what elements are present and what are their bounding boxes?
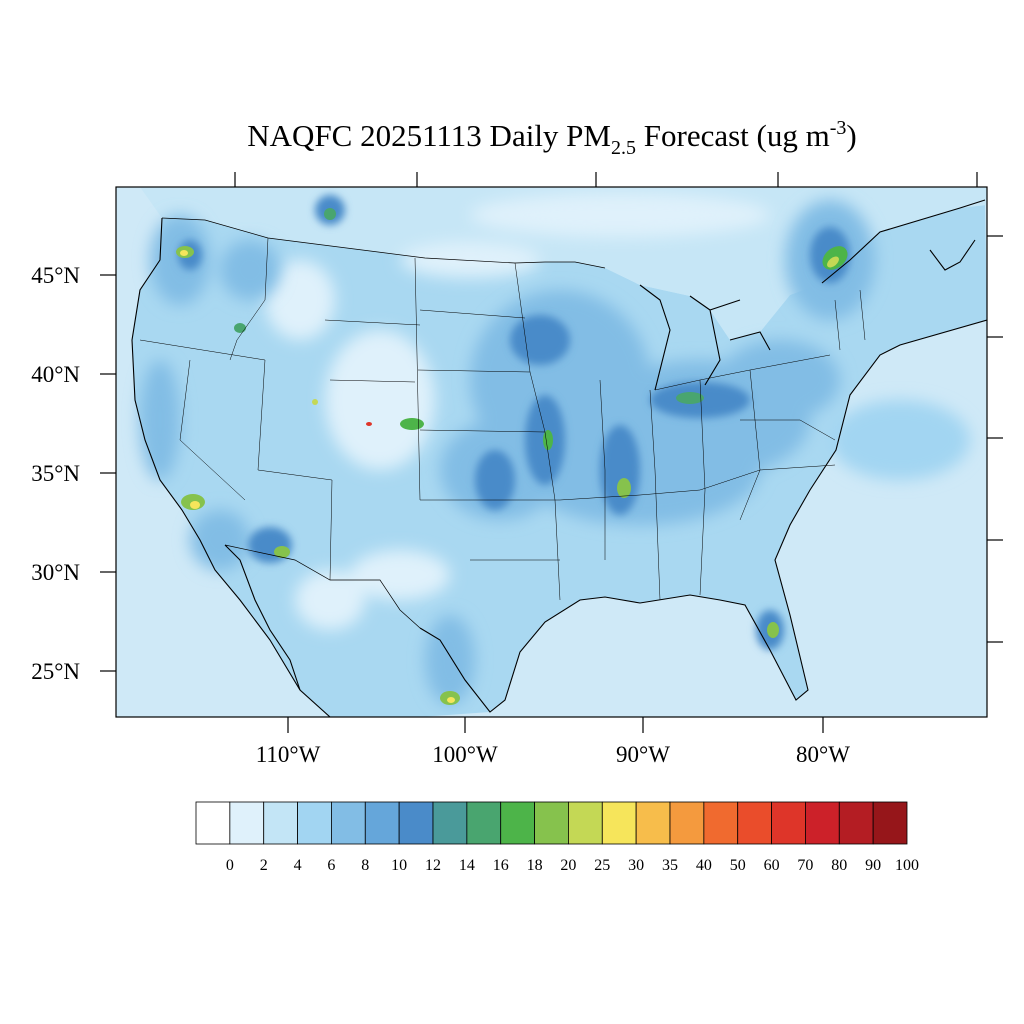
colorbar: 0 2 4 6 8 10 12 14 16 18 20 25 30 35 40 50 60 70 80 90 100 [195, 801, 919, 874]
colorbar-label: 10 [391, 857, 407, 874]
colorbar-swatch [195, 801, 231, 845]
lon-label: 80°W [796, 742, 850, 767]
colorbar-label: 30 [628, 857, 644, 874]
colorbar-label: 2 [260, 857, 268, 874]
colorbar-swatch [635, 801, 671, 845]
colorbar-label: 12 [425, 857, 441, 874]
colorbar-swatch [838, 801, 874, 845]
colorbar-label: 0 [226, 857, 234, 874]
colorbar-swatch [872, 801, 908, 845]
latitude-labels: 45°N 40°N 35°N 30°N 25°N [31, 263, 80, 684]
colorbar-label: 100 [895, 857, 919, 874]
colorbar-label: 35 [662, 857, 678, 874]
colorbar-label: 18 [527, 857, 543, 874]
colorbar-swatch [805, 801, 840, 845]
colorbar-swatch [737, 801, 772, 845]
lat-label: 30°N [31, 560, 80, 585]
colorbar-label: 50 [730, 857, 746, 874]
map-frame [115, 186, 988, 718]
pm25-hotspots [176, 208, 848, 705]
lat-label: 40°N [31, 362, 80, 387]
top-tick-marks [234, 172, 978, 187]
map-title: NAQFC 20251113 Daily PM2.5 Forecast (ug … [247, 117, 856, 159]
lat-label: 25°N [31, 659, 80, 684]
colorbar-swatch [229, 801, 265, 845]
lat-label: 45°N [31, 263, 80, 288]
colorbar-swatch [568, 801, 603, 845]
colorbar-swatch [703, 801, 739, 845]
colorbar-label: 40 [696, 857, 712, 874]
colorbar-swatch [500, 801, 535, 845]
mexico-land [200, 540, 490, 717]
colorbar-swatch [669, 801, 705, 845]
colorbar-label: 60 [764, 857, 780, 874]
coastlines [131, 199, 987, 717]
colorbar-swatch [398, 801, 434, 845]
colorbar-label: 90 [865, 857, 881, 874]
colorbar-label: 14 [459, 857, 475, 874]
colorbar-label: 6 [327, 857, 335, 874]
colorbar-label: 25 [594, 857, 610, 874]
moderate-concentration-regions [140, 200, 970, 705]
low-concentration-regions [265, 193, 770, 630]
map-panel [116, 187, 987, 717]
right-tick-marks [987, 235, 1003, 643]
colorbar-swatch [466, 801, 502, 845]
canada-land [116, 187, 987, 340]
colorbar-label: 20 [560, 857, 576, 874]
colorbar-swatch [534, 801, 569, 845]
longitude-labels: 110°W 100°W 90°W 80°W [256, 742, 851, 767]
colorbar-swatch [297, 801, 332, 845]
colorbar-swatch [432, 801, 468, 845]
national-borders [161, 217, 606, 629]
colorbar-label: 80 [831, 857, 847, 874]
lon-label: 90°W [616, 742, 670, 767]
colorbar-label: 8 [361, 857, 369, 874]
colorbar-label: 4 [294, 857, 302, 874]
colorbar-swatch [771, 801, 806, 845]
colorbar-swatch [364, 801, 400, 845]
colorbar-label: 16 [493, 857, 509, 874]
state-borders [139, 237, 866, 601]
bottom-tick-marks [287, 717, 824, 733]
colorbar-swatch [263, 801, 298, 845]
lon-label: 100°W [432, 742, 498, 767]
left-tick-marks [100, 274, 116, 672]
colorbar-swatch [601, 801, 637, 845]
colorbar-label: 70 [797, 857, 813, 874]
lon-label: 110°W [256, 742, 321, 767]
lat-label: 35°N [31, 461, 80, 486]
colorbar-swatch [331, 801, 366, 845]
